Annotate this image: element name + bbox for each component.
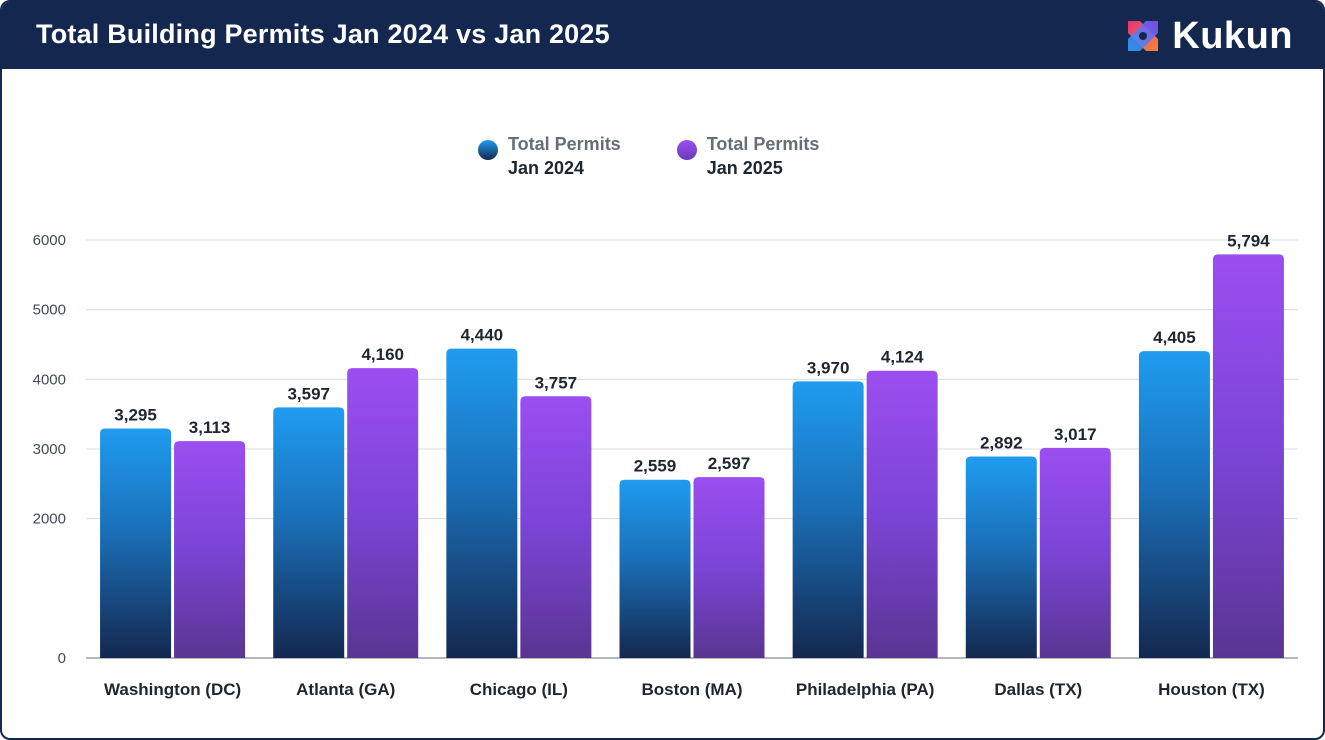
chart-legend: Total Permits Jan 2024 Total Permits Jan… xyxy=(478,132,819,180)
y-tick-label: 6000 xyxy=(33,232,66,249)
y-tick-label: 2000 xyxy=(33,511,66,528)
data-label: 4,405 xyxy=(1153,328,1196,347)
bar-2024 xyxy=(619,479,691,658)
bar-2025 xyxy=(1039,447,1111,658)
bar-2025 xyxy=(347,368,419,658)
legend-swatch-2024 xyxy=(478,140,498,160)
legend-swatch-2025 xyxy=(676,140,697,160)
data-label: 2,597 xyxy=(708,454,751,473)
bar-2025 xyxy=(520,396,592,658)
x-category-label: Dallas (TX) xyxy=(994,680,1082,699)
legend-2024-line2: Jan 2024 xyxy=(508,158,585,178)
y-tick-label: 0 xyxy=(58,650,66,667)
x-category-label: Chicago (IL) xyxy=(470,680,568,699)
bar-2024 xyxy=(792,381,864,658)
legend-2024-line1: Total Permits xyxy=(508,134,621,154)
brand-logo: Kukun xyxy=(1122,14,1293,58)
data-label: 4,160 xyxy=(361,345,404,364)
data-label: 3,017 xyxy=(1054,425,1097,444)
kukun-logo-icon xyxy=(1128,21,1159,51)
legend-2025-line1: Total Permits xyxy=(706,134,820,154)
bar-2025 xyxy=(174,441,246,658)
bar-2024 xyxy=(965,456,1037,658)
bar-2025 xyxy=(1212,254,1284,659)
chart-title: Total Building Permits Jan 2024 vs Jan 2… xyxy=(36,19,610,49)
data-label: 3,970 xyxy=(807,358,850,377)
bar-2024 xyxy=(100,428,172,658)
data-label: 3,757 xyxy=(535,373,578,392)
x-category-label: Boston (MA) xyxy=(641,680,742,699)
bar-2025 xyxy=(693,477,765,658)
x-category-label: Washington (DC) xyxy=(104,680,241,699)
y-tick-label: 5000 xyxy=(33,302,66,319)
bar-2024 xyxy=(1138,351,1210,658)
data-label: 4,440 xyxy=(461,326,504,345)
legend-2025-line2: Jan 2025 xyxy=(706,158,783,178)
header-bar: Total Building Permits Jan 2024 vs Jan 2… xyxy=(2,2,1323,69)
data-label: 5,794 xyxy=(1227,231,1270,250)
bar-2025 xyxy=(866,370,938,658)
bar-2024 xyxy=(273,407,345,658)
data-label: 3,113 xyxy=(189,418,231,437)
data-label: 2,892 xyxy=(980,434,1023,453)
legend-item-2024: Total Permits Jan 2024 xyxy=(478,132,621,180)
data-label: 4,124 xyxy=(881,348,924,367)
data-label: 2,559 xyxy=(634,457,677,476)
x-category-label: Houston (TX) xyxy=(1158,680,1265,699)
data-label: 3,295 xyxy=(114,405,157,424)
legend-item-2025: Total Permits Jan 2025 xyxy=(676,132,820,180)
y-tick-label: 3000 xyxy=(33,441,66,458)
x-category-label: Philadelphia (PA) xyxy=(796,680,935,699)
x-category-label: Atlanta (GA) xyxy=(296,680,395,699)
data-label: 3,597 xyxy=(287,384,330,403)
bar-2024 xyxy=(446,348,518,658)
brand-name: Kukun xyxy=(1172,14,1293,57)
y-tick-label: 4000 xyxy=(33,371,66,388)
